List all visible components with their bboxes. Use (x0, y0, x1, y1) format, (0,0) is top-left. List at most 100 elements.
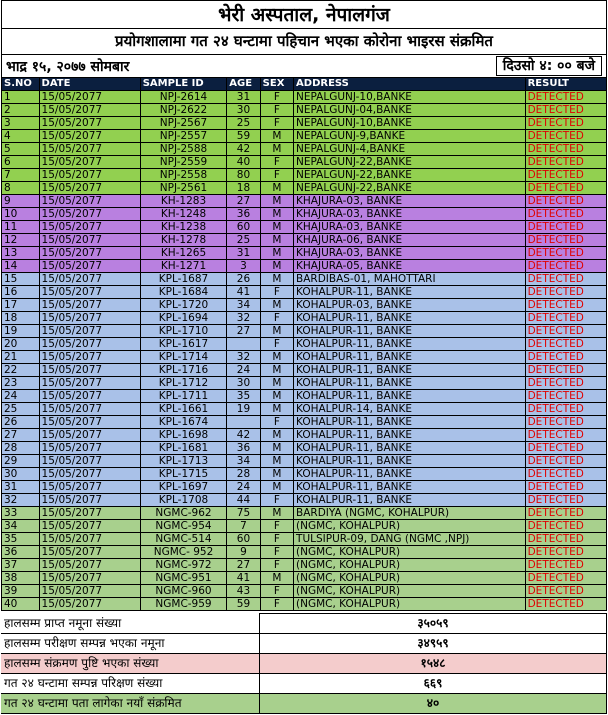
table-row: 16 15/05/2077 KPL-1684 41 F KOHALPUR-11, BANK… (1, 285, 608, 299)
cell-sample-id: KPL-1698 (139, 428, 228, 442)
cell-sex: M (259, 441, 295, 455)
cell-sex: M (259, 181, 295, 195)
cell-result: DETECTED (524, 194, 608, 208)
cell-age: 59 (226, 129, 261, 143)
cell-address: BARDIBAS-01, MAHOTTARI (293, 272, 526, 286)
cell-sno: 27 (1, 428, 40, 442)
cell-date: 15/05/2077 (38, 363, 141, 377)
cell-sno: 6 (1, 155, 40, 169)
table-row: 11 15/05/2077 KH-1238 60 M KHAJURA-03, BANKE D… (1, 220, 608, 234)
cell-sno: 40 (1, 597, 40, 611)
cell-date: 15/05/2077 (38, 116, 141, 130)
cell-address: (NGMC, KOHALPUR) (293, 558, 526, 572)
table-row: 19 15/05/2077 KPL-1710 27 M KOHALPUR-11, BANK… (1, 324, 608, 338)
table-body: 1 15/05/2077 NPJ-2614 31 F NEPALGUNJ-10,BANKE… (1, 90, 608, 611)
cell-date: 15/05/2077 (38, 259, 141, 273)
date-line: भाद्र १५, २०७७ सोमबार दिउसो ४: ०० बजे (1, 55, 607, 77)
cell-address: KOHALPUR-11, BANKE (293, 337, 526, 351)
cell-result: DETECTED (524, 233, 608, 247)
cell-sample-id: NGMC-951 (139, 571, 228, 585)
cell-result: DETECTED (524, 428, 608, 442)
cell-sex: F (259, 584, 295, 598)
cell-address: KOHALPUR-11, BANKE (293, 311, 526, 325)
cell-sex: F (259, 545, 295, 559)
cell-address: KOHALPUR-11, BANKE (293, 454, 526, 468)
cell-sex: F (259, 168, 295, 182)
table-row: 38 15/05/2077 NGMC-951 41 M (NGMC, KOHALPUR) D… (1, 571, 608, 585)
summary-value: ४० (259, 693, 607, 714)
cell-address: NEPALGUNJ-04,BANKE (293, 103, 526, 117)
table-row: 28 15/05/2077 KPL-1681 36 M KOHALPUR-11, BANK… (1, 441, 608, 455)
cell-date: 15/05/2077 (38, 246, 141, 260)
cell-address: KOHALPUR-11, BANKE (293, 480, 526, 494)
cell-sex: M (259, 220, 295, 234)
cell-sex: F (259, 532, 295, 546)
cell-date: 15/05/2077 (38, 181, 141, 195)
cell-age: 9 (226, 545, 261, 559)
cell-sno: 34 (1, 519, 40, 533)
cell-address: NEPALGUNJ-22,BANKE (293, 155, 526, 169)
cell-age: 27 (226, 324, 261, 338)
cell-age: 35 (226, 389, 261, 403)
header-date: DATE (38, 77, 141, 91)
cell-address: NEPALGUNJ-22,BANKE (293, 168, 526, 182)
cell-sno: 4 (1, 129, 40, 143)
cell-address: KHAJURA-03, BANKE (293, 246, 526, 260)
cell-age: 28 (226, 467, 261, 481)
cell-date: 15/05/2077 (38, 441, 141, 455)
cell-date: 15/05/2077 (38, 389, 141, 403)
cell-sno: 2 (1, 103, 40, 117)
table-row: 29 15/05/2077 KPL-1713 34 M KOHALPUR-11, BANK… (1, 454, 608, 468)
cell-date: 15/05/2077 (38, 480, 141, 494)
summary-row: गत २४ घन्टामा पता लागेका नयाँ संक्रमित ४० (1, 693, 607, 714)
cell-address: KOHALPUR-11, BANKE (293, 363, 526, 377)
cell-sample-id: KPL-1681 (139, 441, 228, 455)
cell-sample-id: KPL-1617 (139, 337, 228, 351)
cell-address: KHAJURA-03, BANKE (293, 207, 526, 221)
cell-age: 42 (226, 428, 261, 442)
cell-date: 15/05/2077 (38, 428, 141, 442)
cell-age: 36 (226, 207, 261, 221)
cell-date: 15/05/2077 (38, 532, 141, 546)
cell-sample-id: NGMC-960 (139, 584, 228, 598)
cell-result: DETECTED (524, 207, 608, 221)
cell-sno: 39 (1, 584, 40, 598)
cell-address: NEPALGUNJ-4,BANKE (293, 142, 526, 156)
cell-sno: 28 (1, 441, 40, 455)
table-row: 36 15/05/2077 NGMC- 952 9 F (NGMC, KOHALPUR) D… (1, 545, 608, 559)
cell-sno: 9 (1, 194, 40, 208)
cell-date: 15/05/2077 (38, 402, 141, 416)
cell-address: (NGMC, KOHALPUR) (293, 519, 526, 533)
cell-sample-id: KH-1265 (139, 246, 228, 260)
cell-sex: M (259, 129, 295, 143)
header-sno: S.NO (1, 77, 40, 91)
cell-result: DETECTED (524, 597, 608, 611)
cell-date: 15/05/2077 (38, 454, 141, 468)
table-header-row: S.NO DATE SAMPLE ID AGE SEX ADDRESS RESU… (1, 77, 608, 91)
cell-date: 15/05/2077 (38, 506, 141, 520)
cell-sno: 21 (1, 350, 40, 364)
cell-address: (NGMC, KOHALPUR) (293, 597, 526, 611)
cell-age: 42 (226, 142, 261, 156)
cell-age: 25 (226, 233, 261, 247)
cell-age: 18 (226, 181, 261, 195)
cell-sample-id: KPL-1712 (139, 376, 228, 390)
cell-result: DETECTED (524, 220, 608, 234)
table-row: 15 15/05/2077 KPL-1687 26 M BARDIBAS-01, MAHO… (1, 272, 608, 286)
table-row: 27 15/05/2077 KPL-1698 42 M KOHALPUR-11, BANK… (1, 428, 608, 442)
table-row: 7 15/05/2077 NPJ-2558 80 F NEPALGUNJ-22,BANKE… (1, 168, 608, 182)
cell-result: DETECTED (524, 467, 608, 481)
cell-sample-id: NGMC-954 (139, 519, 228, 533)
cell-age: 31 (226, 90, 261, 104)
table-row: 30 15/05/2077 KPL-1715 28 M KOHALPUR-11, BANK… (1, 467, 608, 481)
cell-sno: 5 (1, 142, 40, 156)
cell-sample-id: KPL-1713 (139, 454, 228, 468)
cell-sex: M (259, 454, 295, 468)
cell-sno: 19 (1, 324, 40, 338)
cell-sex: M (259, 376, 295, 390)
summary-row: हालसम्म संक्रमण पुष्टि भएका संख्या १५४८ (1, 653, 607, 674)
cell-sno: 30 (1, 467, 40, 481)
cell-sno: 14 (1, 259, 40, 273)
cell-sex: F (259, 103, 295, 117)
cell-sno: 33 (1, 506, 40, 520)
